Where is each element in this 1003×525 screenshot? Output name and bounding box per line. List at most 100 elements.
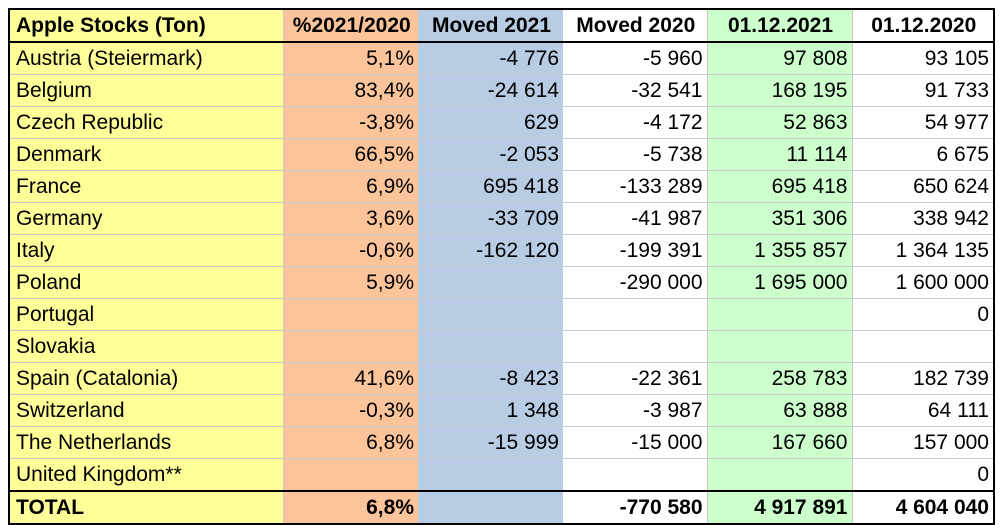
- cell-pct[interactable]: 83,4%: [283, 74, 418, 107]
- cell-moved-2021[interactable]: -162 120: [418, 234, 563, 267]
- header-cell-date-2021[interactable]: 01.12.2021: [707, 9, 852, 43]
- cell-country[interactable]: United Kingdom**: [9, 458, 284, 492]
- cell-pct[interactable]: -3,8%: [283, 106, 418, 139]
- cell-date-2021[interactable]: 695 418: [707, 170, 852, 203]
- header-cell-moved-2021[interactable]: Moved 2021: [418, 9, 563, 43]
- cell-date-2021[interactable]: 4 917 891: [707, 490, 852, 525]
- cell-country[interactable]: Germany: [9, 202, 284, 235]
- cell-country[interactable]: Portugal: [9, 298, 284, 331]
- cell-date-2020[interactable]: 93 105: [851, 42, 994, 75]
- cell-pct[interactable]: 6,9%: [283, 170, 418, 203]
- cell-country[interactable]: Austria (Steiermark): [9, 42, 284, 75]
- cell-date-2021[interactable]: [707, 298, 852, 331]
- table-row: Germany 3,6% -33 709 -41 987 351 306 338 942: [9, 202, 994, 235]
- cell-pct[interactable]: [283, 330, 418, 363]
- cell-date-2021[interactable]: 351 306: [707, 202, 852, 235]
- table-row: Belgium 83,4% -24 614 -32 541 168 195 91 733: [9, 74, 994, 107]
- cell-date-2020[interactable]: [851, 330, 994, 363]
- cell-date-2020[interactable]: 650 624: [851, 170, 994, 203]
- cell-moved-2021[interactable]: [418, 330, 563, 363]
- cell-country[interactable]: France: [9, 170, 284, 203]
- cell-date-2021[interactable]: 52 863: [707, 106, 852, 139]
- cell-moved-2020[interactable]: -133 289: [563, 170, 708, 203]
- header-cell-pct[interactable]: %2021/2020: [283, 9, 418, 43]
- cell-moved-2020[interactable]: [563, 298, 708, 331]
- cell-date-2021[interactable]: 167 660: [707, 426, 852, 459]
- cell-moved-2021[interactable]: [418, 458, 563, 492]
- cell-date-2021[interactable]: 63 888: [707, 394, 852, 427]
- cell-moved-2021[interactable]: -2 053: [418, 138, 563, 171]
- cell-date-2020[interactable]: 1 364 135: [851, 234, 994, 267]
- cell-pct[interactable]: 66,5%: [283, 138, 418, 171]
- cell-moved-2020[interactable]: [563, 330, 708, 363]
- cell-moved-2020[interactable]: -22 361: [563, 362, 708, 395]
- cell-country[interactable]: The Netherlands: [9, 426, 284, 459]
- cell-country[interactable]: Spain (Catalonia): [9, 362, 284, 395]
- cell-date-2021[interactable]: 11 114: [707, 138, 852, 171]
- cell-date-2020[interactable]: 338 942: [851, 202, 994, 235]
- cell-date-2020[interactable]: 0: [851, 458, 994, 492]
- cell-pct[interactable]: 5,9%: [283, 266, 418, 299]
- cell-date-2020[interactable]: 182 739: [851, 362, 994, 395]
- cell-country[interactable]: Czech Republic: [9, 106, 284, 139]
- table-row: United Kingdom** 0: [9, 458, 994, 492]
- cell-pct[interactable]: -0,6%: [283, 234, 418, 267]
- cell-moved-2020[interactable]: -770 580: [563, 490, 708, 525]
- cell-moved-2021[interactable]: [418, 490, 563, 525]
- cell-date-2021[interactable]: 168 195: [707, 74, 852, 107]
- cell-moved-2020[interactable]: -290 000: [563, 266, 708, 299]
- cell-pct[interactable]: 3,6%: [283, 202, 418, 235]
- cell-country[interactable]: Italy: [9, 234, 284, 267]
- cell-date-2021[interactable]: [707, 330, 852, 363]
- cell-date-2020[interactable]: 54 977: [851, 106, 994, 139]
- cell-moved-2021[interactable]: -8 423: [418, 362, 563, 395]
- cell-moved-2020[interactable]: -199 391: [563, 234, 708, 267]
- cell-moved-2021[interactable]: -24 614: [418, 74, 563, 107]
- header-cell-date-2020[interactable]: 01.12.2020: [851, 9, 994, 43]
- cell-pct[interactable]: 6,8%: [283, 426, 418, 459]
- cell-moved-2020[interactable]: -4 172: [563, 106, 708, 139]
- cell-date-2021[interactable]: 258 783: [707, 362, 852, 395]
- cell-date-2021[interactable]: 97 808: [707, 42, 852, 75]
- cell-date-2020[interactable]: 1 600 000: [851, 266, 994, 299]
- cell-moved-2021[interactable]: 695 418: [418, 170, 563, 203]
- cell-date-2020[interactable]: 91 733: [851, 74, 994, 107]
- cell-moved-2021[interactable]: [418, 266, 563, 299]
- cell-moved-2020[interactable]: -15 000: [563, 426, 708, 459]
- cell-country[interactable]: Slovakia: [9, 330, 284, 363]
- cell-country[interactable]: TOTAL: [9, 490, 284, 525]
- cell-date-2020[interactable]: 157 000: [851, 426, 994, 459]
- header-cell-country[interactable]: Apple Stocks (Ton): [9, 9, 284, 43]
- cell-moved-2020[interactable]: -3 987: [563, 394, 708, 427]
- cell-moved-2021[interactable]: -4 776: [418, 42, 563, 75]
- cell-date-2021[interactable]: [707, 458, 852, 492]
- cell-pct[interactable]: [283, 458, 418, 492]
- cell-pct[interactable]: -0,3%: [283, 394, 418, 427]
- cell-moved-2020[interactable]: -5 960: [563, 42, 708, 75]
- cell-moved-2020[interactable]: -41 987: [563, 202, 708, 235]
- cell-country[interactable]: Belgium: [9, 74, 284, 107]
- cell-moved-2021[interactable]: 1 348: [418, 394, 563, 427]
- cell-pct[interactable]: [283, 298, 418, 331]
- cell-moved-2020[interactable]: -32 541: [563, 74, 708, 107]
- cell-moved-2021[interactable]: -33 709: [418, 202, 563, 235]
- cell-pct[interactable]: 5,1%: [283, 42, 418, 75]
- table-row: Spain (Catalonia) 41,6% -8 423 -22 361 258 7…: [9, 362, 994, 395]
- cell-date-2020[interactable]: 0: [851, 298, 994, 331]
- cell-moved-2021[interactable]: -15 999: [418, 426, 563, 459]
- cell-country[interactable]: Switzerland: [9, 394, 284, 427]
- cell-date-2021[interactable]: 1 695 000: [707, 266, 852, 299]
- cell-date-2020[interactable]: 64 111: [851, 394, 994, 427]
- cell-country[interactable]: Denmark: [9, 138, 284, 171]
- cell-pct[interactable]: 41,6%: [283, 362, 418, 395]
- cell-country[interactable]: Poland: [9, 266, 284, 299]
- cell-moved-2020[interactable]: -5 738: [563, 138, 708, 171]
- cell-moved-2021[interactable]: 629: [418, 106, 563, 139]
- header-cell-moved-2020[interactable]: Moved 2020: [563, 9, 708, 43]
- cell-date-2020[interactable]: 6 675: [851, 138, 994, 171]
- cell-date-2020[interactable]: 4 604 040: [851, 490, 994, 525]
- cell-pct[interactable]: 6,8%: [283, 490, 418, 525]
- cell-moved-2020[interactable]: [563, 458, 708, 492]
- cell-moved-2021[interactable]: [418, 298, 563, 331]
- cell-date-2021[interactable]: 1 355 857: [707, 234, 852, 267]
